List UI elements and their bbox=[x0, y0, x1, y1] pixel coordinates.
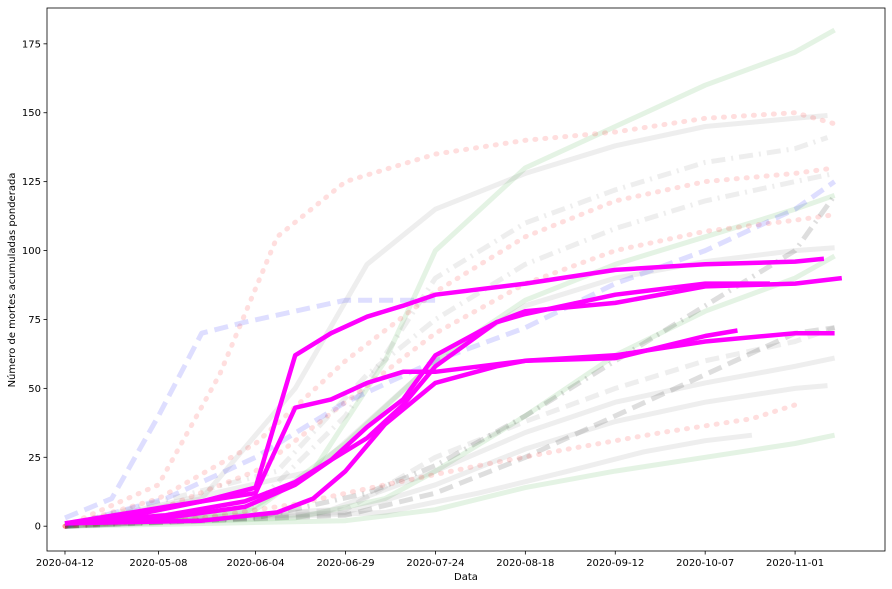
y-tick-label: 50 bbox=[28, 384, 41, 395]
y-tick-label: 125 bbox=[22, 177, 41, 188]
highlighted-series-line bbox=[64, 330, 835, 526]
background-series-line bbox=[64, 325, 835, 529]
y-tick-label: 75 bbox=[28, 315, 41, 326]
background-series-line bbox=[62, 212, 838, 529]
background-series-line bbox=[64, 297, 436, 521]
background-series-line bbox=[64, 355, 836, 529]
background-series-line bbox=[62, 110, 838, 529]
x-tick-label: 2020-11-01 bbox=[766, 558, 824, 569]
highlighted-series-line bbox=[64, 281, 770, 526]
plot-frame bbox=[46, 7, 886, 552]
background-series-line bbox=[64, 245, 835, 529]
y-axis: 0 25 50 75 100 125 150 175 bbox=[22, 39, 47, 533]
x-tick-label: 2020-05-08 bbox=[129, 558, 187, 569]
x-tick-label: 2020-04-12 bbox=[36, 558, 94, 569]
background-series-line bbox=[64, 193, 837, 529]
background-series-line bbox=[64, 383, 828, 529]
background-series-line bbox=[64, 432, 836, 529]
background-series-line bbox=[64, 325, 836, 529]
x-tick-label: 2020-10-07 bbox=[676, 558, 734, 569]
x-tick-label: 2020-08-18 bbox=[496, 558, 554, 569]
background-series-line bbox=[64, 432, 753, 529]
background-series-line bbox=[64, 135, 829, 529]
background-series-line bbox=[64, 253, 836, 529]
background-series-line bbox=[62, 402, 798, 529]
background-series-group bbox=[62, 27, 838, 529]
x-tick-label: 2020-07-24 bbox=[406, 558, 464, 569]
highlighted-series-line bbox=[64, 275, 843, 526]
background-series-line bbox=[62, 165, 838, 529]
y-axis-label: Número de mortes acumuladas ponderada bbox=[6, 173, 18, 388]
x-tick-label: 2020-09-12 bbox=[586, 558, 644, 569]
highlighted-series-group bbox=[64, 256, 843, 526]
y-tick-label: 150 bbox=[22, 108, 41, 119]
background-series-line bbox=[64, 113, 828, 529]
x-tick-label: 2020-06-04 bbox=[227, 558, 285, 569]
x-axis: 2020-04-12 2020-05-08 2020-06-04 2020-06-29… bbox=[36, 551, 824, 569]
background-series-line bbox=[64, 179, 837, 529]
y-tick-label: 25 bbox=[28, 453, 41, 464]
y-tick-label: 100 bbox=[22, 246, 41, 257]
y-tick-label: 175 bbox=[22, 39, 41, 50]
x-tick-label: 2020-06-29 bbox=[316, 558, 374, 569]
background-series-line bbox=[64, 170, 836, 529]
plot-background bbox=[47, 8, 885, 551]
y-tick-label: 0 bbox=[35, 522, 41, 533]
x-axis-label: Data bbox=[454, 572, 478, 583]
